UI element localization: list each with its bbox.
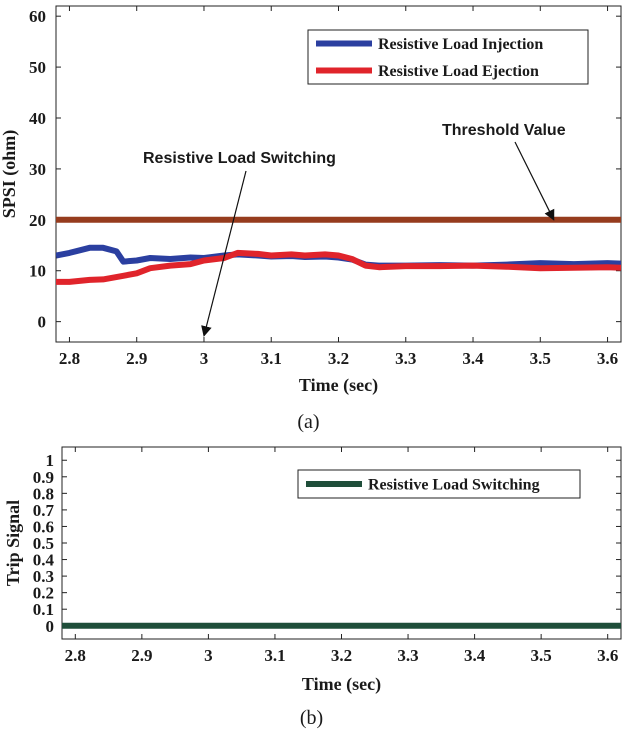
series-line-resistive-load-ejection <box>56 249 621 285</box>
y-tick-label-0-5: 0.5 <box>33 534 54 553</box>
x-tick-label-3-5: 3.5 <box>530 349 551 368</box>
x-tick-label-3-1: 3.1 <box>264 646 285 665</box>
x-tick-label-2-8: 2.8 <box>59 349 80 368</box>
x-tick-label-3-2: 3.2 <box>331 646 352 665</box>
legend-label-resistive-load-switching: Resistive Load Switching <box>368 477 540 494</box>
annotation-arrow-resistive-load-switching <box>201 170 247 337</box>
y-tick-label-30: 30 <box>29 160 46 179</box>
chart-panel-b: 2.8 2.9 3 3.1 3.2 3.3 3.4 3.5 3.600.10.20.30.40.… <box>3 446 622 729</box>
x-tick-label-2-9: 2.9 <box>126 349 147 368</box>
y-tick-label-0-9: 0.9 <box>33 468 54 487</box>
panel-caption-b: (b) <box>300 707 323 729</box>
x-tick-label-3-4: 3.4 <box>462 349 484 368</box>
x-tick-label-3-4: 3.4 <box>464 646 486 665</box>
x-axis-label: Time (sec) <box>302 674 381 695</box>
x-tick-label-3-3: 3.3 <box>397 646 418 665</box>
y-axis-label: Trip Signal <box>3 500 23 586</box>
y-tick-label-10: 10 <box>29 262 46 281</box>
y-tick-label-0-3: 0.3 <box>33 567 54 586</box>
annotation-resistive-load-switching: Resistive Load Switching <box>143 150 336 167</box>
x-tick-label-2-9: 2.9 <box>131 646 152 665</box>
y-tick-label-0: 0 <box>38 313 47 332</box>
y-tick-label-50: 50 <box>29 58 46 77</box>
y-tick-label-0-6: 0.6 <box>33 517 54 536</box>
y-tick-label-0-8: 0.8 <box>33 484 54 503</box>
x-axis-label: Time (sec) <box>299 375 378 396</box>
y-tick-label-0-7: 0.7 <box>33 501 55 520</box>
annotation-threshold-value: Threshold Value <box>442 122 566 139</box>
y-tick-label-1: 1 <box>46 451 55 470</box>
x-tick-label-3-3: 3.3 <box>395 349 416 368</box>
y-tick-label-60: 60 <box>29 7 46 26</box>
y-tick-label-40: 40 <box>29 109 46 128</box>
y-tick-label-0-4: 0.4 <box>33 551 55 570</box>
x-tick-label-3-2: 3.2 <box>328 349 349 368</box>
legend-label-resistive-load-injection: Resistive Load Injection <box>378 36 543 53</box>
x-tick-label-3-6: 3.6 <box>597 349 618 368</box>
annotation-arrow-threshold-value <box>514 141 555 221</box>
legend-box <box>307 29 589 85</box>
y-axis-label: SPSI (ohm) <box>0 130 20 219</box>
x-tick-label-2-8: 2.8 <box>65 646 86 665</box>
panel-caption-a: (a) <box>297 411 319 433</box>
y-tick-label-0-2: 0.2 <box>33 584 54 603</box>
x-tick-label-3: 3 <box>200 349 209 368</box>
x-tick-label-3-1: 3.1 <box>261 349 282 368</box>
x-tick-label-3: 3 <box>204 646 213 665</box>
legend-label-resistive-load-ejection: Resistive Load Ejection <box>378 63 539 80</box>
y-tick-label-20: 20 <box>29 211 46 230</box>
x-tick-label-3-5: 3.5 <box>531 646 552 665</box>
y-tick-label-0-1: 0.1 <box>33 600 54 619</box>
chart-panel-a: 2.8 2.9 3 3.1 3.2 3.3 3.4 3.5 3.6 0 10 20 30 40 50 60 Ti… <box>0 5 622 433</box>
y-tick-label-0: 0 <box>46 617 55 636</box>
x-tick-label-3-6: 3.6 <box>597 646 618 665</box>
